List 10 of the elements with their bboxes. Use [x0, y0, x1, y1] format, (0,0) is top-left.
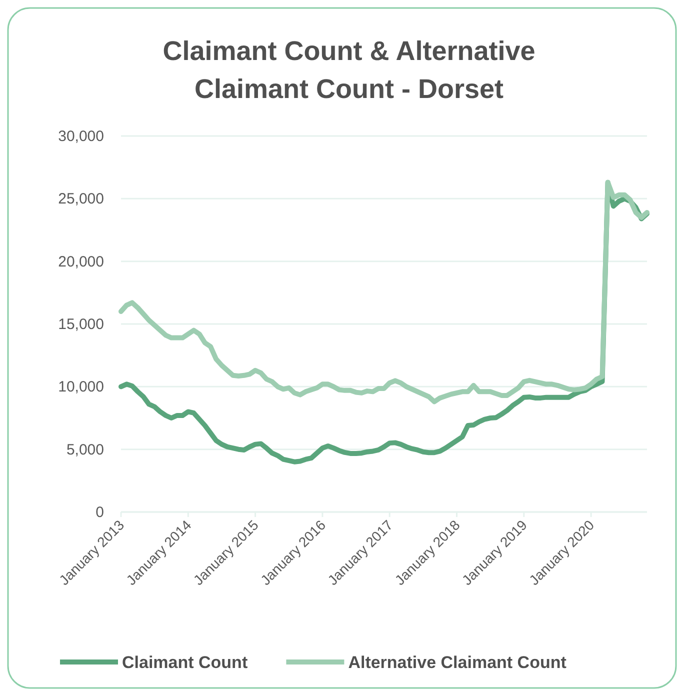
legend-label: Alternative Claimant Count — [348, 653, 567, 672]
y-tick-label: 20,000 — [58, 253, 104, 270]
y-tick-label: 15,000 — [58, 316, 104, 333]
y-tick-label: 25,000 — [58, 190, 104, 208]
chart-title: Claimant Count & Alternative Claimant Count - Dorset — [162, 36, 536, 104]
y-tick-label: 10,000 — [58, 378, 104, 396]
y-tick-label: 30,000 — [58, 128, 104, 145]
y-tick-label: 0 — [96, 504, 104, 521]
y-tick-label: 5,000 — [66, 441, 104, 458]
legend-label: Claimant Count — [122, 653, 248, 672]
